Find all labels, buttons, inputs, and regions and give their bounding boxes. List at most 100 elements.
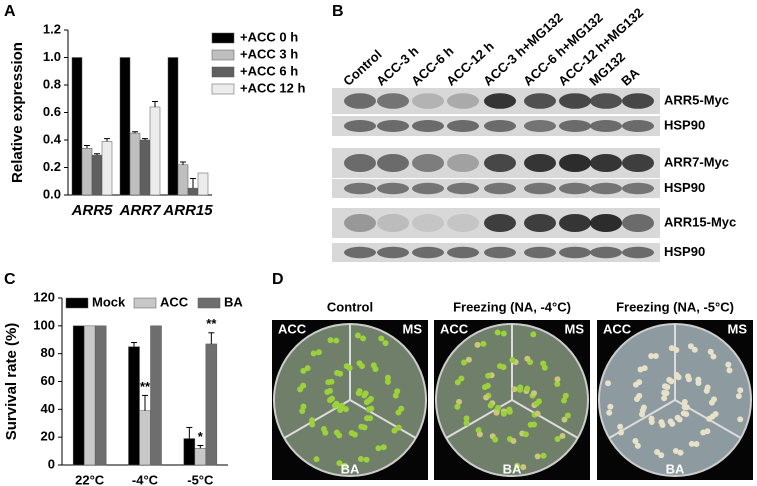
seedling (661, 389, 668, 396)
y-axis-label: Relative expression (9, 42, 26, 183)
blot-band (412, 120, 444, 132)
significance-label: * (198, 429, 204, 444)
error-bar (208, 332, 215, 344)
blot-band (412, 93, 444, 109)
blot-band (377, 246, 409, 259)
seedling (666, 376, 673, 383)
seedling (607, 403, 614, 410)
seedling (672, 447, 679, 454)
blot-band (590, 182, 622, 195)
seedling (476, 431, 483, 438)
blot-band (524, 154, 556, 172)
seedling (662, 383, 669, 390)
error-bar (186, 426, 193, 439)
seedling (481, 384, 488, 391)
blot-band (590, 120, 622, 132)
seedling (395, 424, 402, 431)
blot-band (447, 154, 479, 172)
panel-label: C (4, 271, 16, 288)
seedling (332, 402, 339, 409)
seedling (562, 392, 569, 399)
seedling (737, 387, 744, 394)
seedling (492, 436, 499, 443)
bar (81, 148, 93, 196)
error-bar (132, 131, 138, 134)
bar (149, 106, 161, 196)
blot-band (622, 120, 654, 132)
seedling (313, 456, 320, 463)
seedling (658, 452, 665, 459)
seedling (465, 356, 472, 363)
seedling (487, 402, 494, 409)
seedling (685, 373, 692, 380)
seedling (384, 374, 391, 381)
blot-band (344, 93, 376, 109)
legend-label: +ACC 6 h (240, 63, 298, 78)
seedling (480, 340, 487, 347)
significance-label: ** (140, 379, 151, 394)
seedling (368, 405, 375, 412)
blot-band (559, 246, 591, 259)
sector-label: MS (565, 321, 585, 336)
seedling (517, 384, 524, 391)
blot-band (412, 182, 444, 195)
blot-band (524, 120, 556, 132)
seedling (483, 394, 490, 401)
seedling (524, 385, 531, 392)
bar (91, 154, 103, 196)
seedling (652, 352, 659, 359)
seedling (458, 375, 465, 382)
seedling (540, 360, 547, 367)
legend-label: Mock (92, 294, 126, 309)
seedling (362, 390, 369, 397)
seedling (691, 346, 698, 353)
seedling (336, 432, 343, 439)
y-tick-label: 0.8 (43, 76, 61, 91)
seedling (534, 410, 541, 417)
seedling (683, 404, 690, 411)
error-bar (142, 138, 148, 140)
seedling (354, 332, 361, 339)
seedling (564, 412, 571, 419)
legend-label: BA (224, 294, 243, 309)
seedling (463, 415, 470, 422)
photo-title: Control (327, 299, 373, 314)
seedling (485, 372, 492, 379)
bar (128, 346, 140, 466)
blot-band (344, 214, 376, 232)
seedling (661, 395, 668, 402)
seedling (361, 424, 368, 431)
blot-band (484, 214, 516, 232)
bar (183, 438, 196, 466)
row-label: ARR7-Myc (664, 154, 729, 169)
blot-band (622, 214, 654, 232)
blot-band (447, 182, 479, 195)
y-tick-label: 0.6 (43, 104, 61, 119)
blot-band (377, 214, 409, 232)
seedling (632, 381, 639, 388)
bar (83, 325, 96, 466)
photo-title: Freezing (NA, -4°C) (453, 299, 571, 314)
blot-band (524, 214, 556, 232)
seedling (677, 449, 684, 456)
blot-band (524, 246, 556, 259)
seedling (336, 460, 343, 467)
seedling (637, 366, 644, 373)
error-bar (94, 153, 100, 156)
seedling (554, 435, 561, 442)
seedling (673, 347, 680, 354)
blot-band (622, 154, 654, 172)
seedling (676, 416, 683, 423)
seedling (559, 433, 566, 440)
row-label: HSP90 (664, 117, 705, 132)
seedling (309, 417, 316, 424)
bar (194, 448, 207, 466)
x-tick-label: -4°C (132, 472, 159, 486)
blot-band (447, 93, 479, 109)
seedling (654, 449, 661, 456)
legend-label: ACC (160, 294, 189, 309)
seedling (535, 398, 542, 405)
y-tick-label: 0.2 (43, 159, 61, 174)
seedling (351, 431, 358, 438)
blot-band (559, 214, 591, 232)
